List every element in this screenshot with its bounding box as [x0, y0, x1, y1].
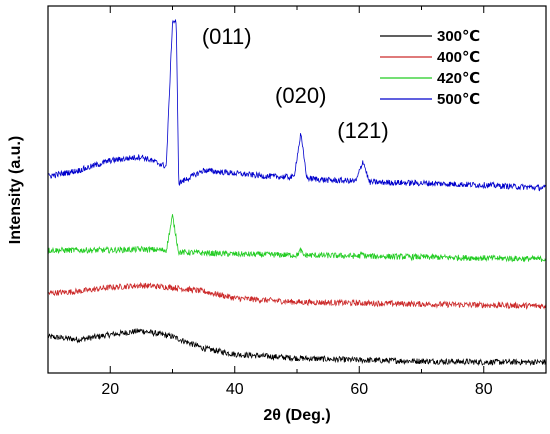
peak-annotation: (121) — [337, 118, 388, 143]
x-tick-label: 60 — [350, 381, 368, 398]
legend-label: 400℃ — [437, 49, 480, 66]
x-axis-ticks: 20 40 60 80 — [47, 6, 547, 398]
legend-label: 300℃ — [437, 28, 480, 45]
legend: 300℃ 400℃ 420℃ 500℃ — [380, 28, 480, 108]
x-axis-label: 2θ (Deg.) — [263, 407, 330, 424]
legend-label: 500℃ — [437, 91, 480, 108]
x-tick-label: 80 — [475, 381, 493, 398]
y-axis-label: Intensity (a.u.) — [7, 136, 24, 244]
series-layer — [47, 19, 547, 366]
series-line-300c — [47, 328, 547, 366]
series-line-420c — [47, 214, 547, 263]
peak-annotations: (011) (020) (121) — [202, 24, 389, 143]
series-line-400c — [47, 282, 547, 310]
legend-label: 420℃ — [437, 70, 480, 87]
x-tick-label: 40 — [226, 381, 244, 398]
series-line-500c — [47, 19, 547, 192]
peak-annotation: (020) — [275, 83, 326, 108]
x-tick-label: 20 — [101, 381, 119, 398]
peak-annotation: (011) — [202, 24, 252, 49]
